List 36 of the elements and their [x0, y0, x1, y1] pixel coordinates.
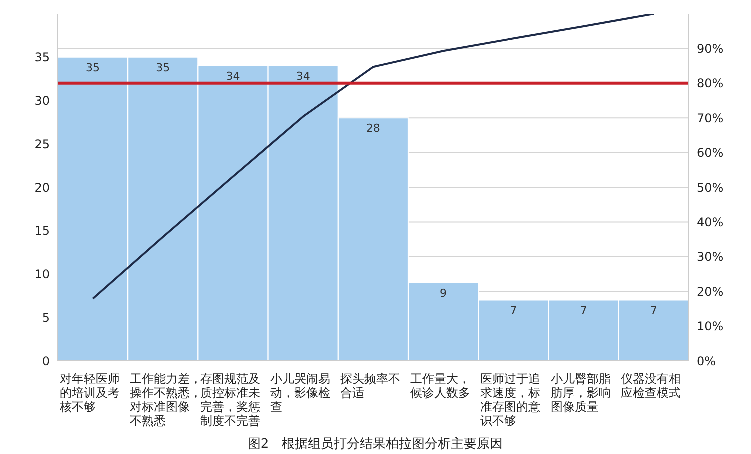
y2-tick-label: 0%: [697, 354, 716, 368]
y2-tick-label: 60%: [697, 146, 724, 160]
data-label: 7: [650, 304, 658, 318]
data-label: 35: [86, 61, 100, 74]
y-tick-label: 0: [42, 354, 50, 368]
x-tick-label: 探头频率不合适: [340, 372, 400, 400]
x-tick-label: 存图规范及质控标准未完善，奖惩制度不完善: [200, 372, 260, 428]
data-label: 34: [296, 70, 310, 84]
x-tick-label: 小儿哭闹易动，影像检查: [270, 372, 330, 414]
data-label: 34: [226, 70, 240, 84]
x-tick-label: 医师过于追求速度，标准存图的意识不够: [480, 372, 541, 428]
data-label: 9: [440, 286, 448, 300]
x-tick-label: 小儿臀部脂肪厚，影响图像质量: [550, 372, 611, 414]
x-tick-label: 对年轻医师的培训及考核不够: [59, 372, 120, 414]
text: 图2 根据组员打分结果柏拉图分析主要原因: [246, 436, 504, 453]
x-tick-label: 工作量大，候诊人数多: [410, 372, 471, 400]
y-tick-label: 25: [34, 137, 50, 152]
data-label: 35: [156, 61, 170, 74]
y-tick-label: 5: [42, 310, 50, 325]
x-tick-label: 仪器没有相应检查模式: [620, 372, 681, 400]
y-tick-label: 20: [34, 180, 50, 195]
y2-tick-label: 40%: [697, 215, 724, 230]
y2-tick-label: 30%: [697, 250, 724, 264]
y-tick-label: 35: [34, 50, 50, 65]
y2-tick-label: 80%: [697, 76, 724, 91]
y-tick-label: 30: [34, 94, 50, 108]
data-label: 7: [510, 304, 518, 318]
y2-tick-label: 50%: [697, 180, 724, 195]
y-tick-label: 10: [34, 268, 50, 282]
data-label: 7: [580, 304, 588, 318]
y2-tick-label: 20%: [697, 284, 724, 299]
y2-tick-label: 10%: [697, 320, 724, 334]
data-label: 28: [366, 122, 380, 136]
y-tick-label: 15: [34, 224, 50, 238]
y2-tick-label: 70%: [697, 111, 724, 126]
y2-tick-label: 90%: [697, 42, 724, 56]
